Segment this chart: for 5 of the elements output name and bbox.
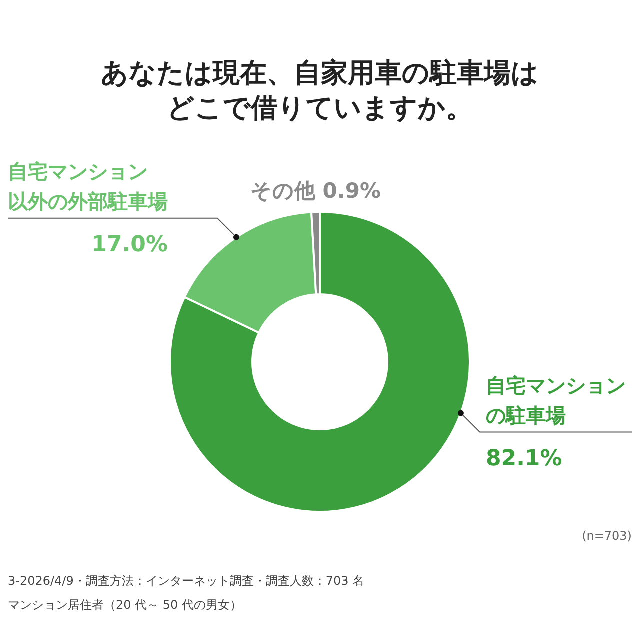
title: あなたは現在、自家用車の駐車場は	[101, 58, 539, 89]
annotation: 3-2026/4/9・調査方法：インターネット調査・調査人数：703 名	[8, 574, 365, 588]
title: どこで借りていますか。	[167, 93, 473, 124]
annotation: (n=703)	[582, 529, 632, 543]
annotation: マンション居住者（20 代～ 50 代の男女）	[8, 598, 242, 612]
